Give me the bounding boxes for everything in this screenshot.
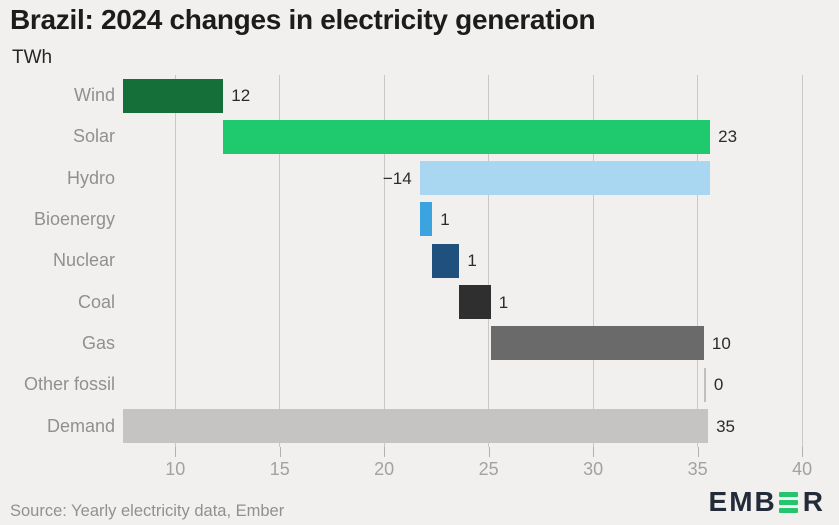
gridline [592,75,594,447]
chart-row: 1 [123,282,823,323]
axis-tick-label: 10 [165,459,186,479]
category-label: Nuclear [52,250,115,271]
value-label: 1 [498,292,509,312]
category-label: Wind [73,85,115,105]
chart-title: Brazil: 2024 changes in electricity gene… [10,4,596,35]
axis-tick [175,447,177,457]
ember-logo: EMB R [709,488,825,516]
axis-tick [279,447,281,457]
gridline [279,75,281,447]
value-label: 23 [718,127,738,147]
axis-tick [384,447,386,457]
category-labels: Wind Solar Hydro Bioenergy Nuclear Coal Gas Oth… [0,75,115,447]
axis-tick-label: 35 [687,459,708,479]
value-label: 10 [711,333,731,353]
chart-row: 0 [123,364,823,405]
gridline [488,75,490,447]
ember-logo-green-e-icon [778,491,798,513]
bar-demand [123,409,709,444]
ember-logo-text-r: R [802,486,825,517]
source-note: Source: Yearly electricity data, Ember [10,502,285,520]
axis-tick [593,447,595,457]
axis-tick-label: 30 [583,459,604,479]
axis-tick [802,447,804,457]
chart-row: 1 [123,199,823,240]
value-label: 0 [713,375,724,395]
category-label: Gas [81,332,115,353]
value-label: 1 [467,251,477,271]
chart-row: 12 [123,75,823,116]
value-label: 1 [440,209,450,229]
gridline [801,75,803,447]
value-label: 12 [231,86,251,105]
bar-coal [459,285,491,320]
category-label: Bioenergy [33,208,115,229]
category-label: Hydro [66,167,115,188]
chart-row: −14 [123,158,823,199]
axis-tick-label: 15 [269,459,290,479]
axis-tick [697,447,699,457]
bar-hydro [419,161,711,196]
bar-solar [223,119,711,154]
category-label: Coal [77,291,115,312]
bar-wind [123,78,224,113]
bar-bioenergy [419,202,433,237]
bar-other-fossil [703,367,706,402]
chart-row: 10 [123,323,823,364]
gridline [383,75,385,447]
axis-tick-label: 40 [792,459,813,479]
ember-logo-text-emb: EMB [708,486,777,517]
category-label: Other fossil [23,374,115,395]
x-axis: 10 15 20 25 30 35 40 [123,447,823,483]
value-label: −14 [382,168,412,188]
bar-gas [490,326,704,361]
chart-row: 35 [123,406,823,447]
axis-tick-label: 20 [374,459,395,479]
chart-row: 23 [123,116,823,157]
chart-unit-label: TWh [12,47,53,68]
bar-nuclear [432,243,460,278]
chart-row: 1 [123,240,823,281]
axis-tick-label: 25 [478,459,499,479]
gridline [697,75,699,447]
gridline [174,75,176,447]
category-label: Solar [72,126,115,147]
value-label: 35 [716,416,735,436]
axis-tick [488,447,490,457]
category-label: Demand [46,415,115,436]
plot-area: 12 23 −14 1 1 1 10 0 35 [123,75,823,447]
